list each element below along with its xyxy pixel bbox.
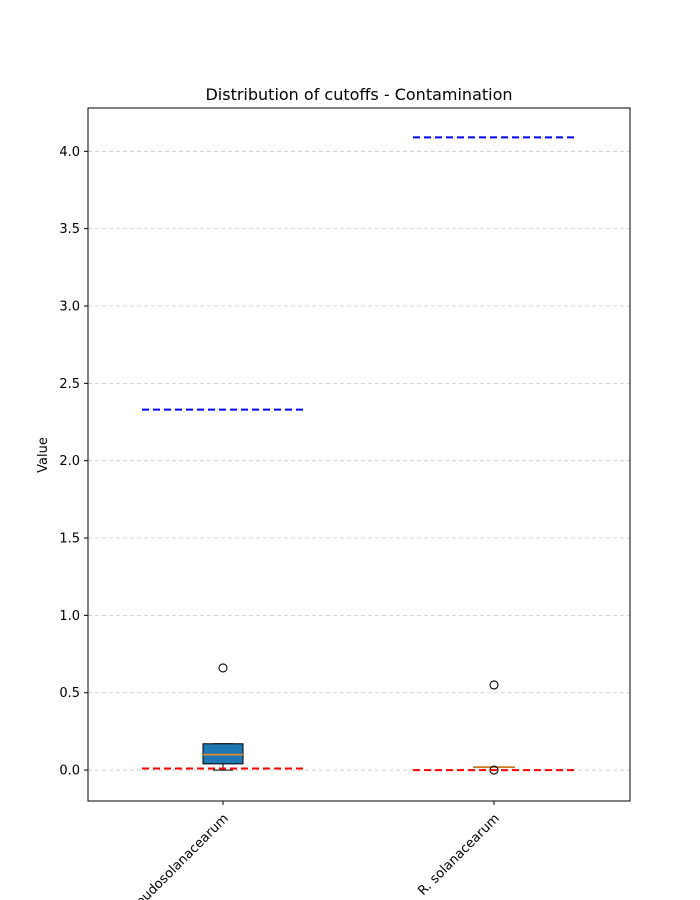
y-tick-label: 1.0 (59, 609, 80, 624)
outlier-point (218, 663, 228, 673)
y-tick-label: 3.0 (59, 300, 80, 315)
y-tick-label: 0.5 (59, 686, 80, 701)
outlier-point (489, 680, 499, 690)
y-tick-label: 0.0 (59, 764, 80, 779)
chart-title: Distribution of cutoffs - Contamination (205, 85, 512, 104)
plot-frame (87, 107, 631, 802)
y-axis-label: Value (36, 437, 51, 473)
y-axis-ticks: 0.0 0.5 1.0 1.5 2.0 2.5 3.0 3.5 4.0 (59, 145, 88, 779)
y-tick-label: 4.0 (59, 145, 80, 160)
y-tick-label: 2.0 (59, 454, 80, 469)
boxes-layer (202, 663, 515, 775)
gridlines (88, 150, 630, 771)
x-axis-ticks: R. pseudosolanacearum R. solanacearum (111, 801, 503, 900)
y-tick-label: 2.5 (59, 377, 80, 392)
y-tick-label: 1.5 (59, 532, 80, 547)
x-tick-label: R. solanacearum (415, 811, 502, 898)
cutoff-lines (142, 136, 575, 772)
y-tick-label: 3.5 (59, 222, 80, 237)
x-tick-label: R. pseudosolanacearum (111, 811, 232, 900)
